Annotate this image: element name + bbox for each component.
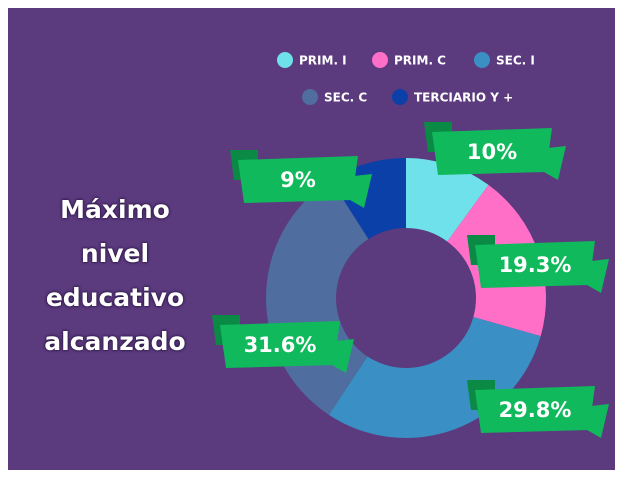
legend-label: SEC. I [496,54,535,68]
legend-swatch [474,52,490,68]
legend-swatch [277,52,293,68]
label-ribbon [475,241,595,288]
data-label: 29.8% [499,398,572,422]
label-ribbon-tip [544,146,566,180]
donut-slice [406,158,489,242]
data-label: 10% [467,140,517,164]
legend-label: SEC. C [324,91,367,105]
label-ribbon-tip [350,174,372,208]
legend-swatch [372,52,388,68]
label-ribbon [220,321,340,368]
label-ribbon [475,386,595,433]
legend-label: PRIM. C [394,54,446,68]
label-ribbon-tip [332,339,354,373]
legend-swatch [302,89,318,105]
label-ribbon [432,128,552,175]
legend-swatch [392,89,408,105]
legend-label: TERCIARIO Y + [414,91,513,105]
data-label: 9% [280,168,316,192]
data-label: 31.6% [244,333,317,357]
label-ribbon-tip [587,259,609,293]
chart-title: Máximo nivel educativo alcanzado [44,195,186,356]
label-ribbon-tip [587,404,609,438]
data-label: 19.3% [499,253,572,277]
label-ribbon [238,156,358,203]
legend-label: PRIM. I [299,54,347,68]
